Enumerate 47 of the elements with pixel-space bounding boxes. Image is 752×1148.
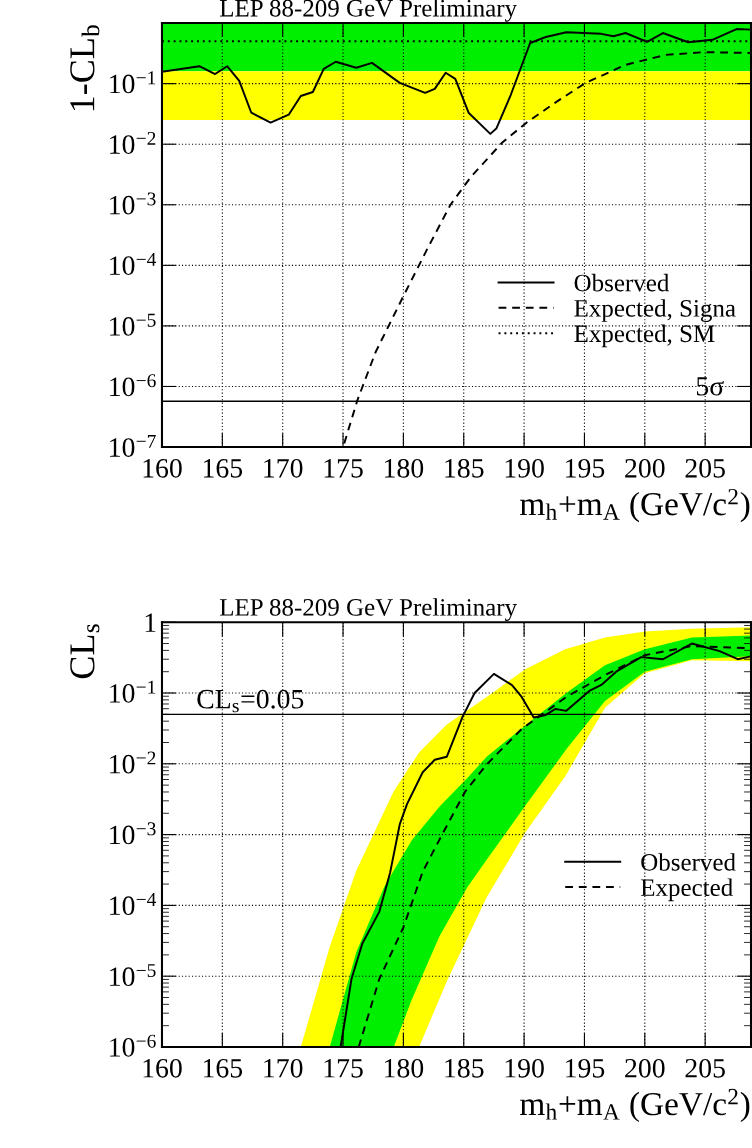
y-tick-label: 10$^{−1}$: [110, 680, 156, 703]
x-tick-label: 165: [203, 1058, 243, 1078]
x-tick-label: 195: [566, 1058, 605, 1078]
x-tick-label: 180: [385, 458, 424, 478]
x-tick-label: 175: [324, 459, 363, 478]
ref-line-label: 5σ: [696, 377, 724, 396]
x-tick-label: 175: [324, 1059, 363, 1078]
x-tick-label: 205: [685, 458, 725, 478]
y-axis-title: CL$_{s}$: [70, 624, 100, 679]
x-tick-label: 195: [566, 459, 605, 478]
legend-label: Observed: [574, 273, 670, 292]
x-tick-label: 190: [505, 458, 544, 478]
x-tick-label: 185: [445, 458, 484, 478]
x-tick-label: 200: [625, 458, 665, 478]
x-tick-label: 185: [445, 1058, 484, 1078]
x-tick-label: 200: [625, 1058, 665, 1078]
x-tick-label: 205: [685, 1058, 725, 1078]
y-tick-label: 10$^{−6}$: [110, 1034, 156, 1057]
legend-label: Expected, SM: [574, 324, 715, 348]
y-tick-label: 10$^{−2}$: [110, 751, 156, 774]
legend-label: Expected, Signa: [574, 299, 736, 322]
x-tick-label: 190: [505, 1058, 544, 1078]
y-tick-label: 10$^{−5}$: [110, 313, 156, 336]
y-tick-label: 10$^{−5}$: [110, 964, 156, 987]
x-tick-label: 180: [385, 1058, 424, 1078]
ref-line-label: CL$_{s}$=0.05: [197, 689, 304, 713]
x-tick-label: 160: [143, 1058, 182, 1078]
chart-title: LEP 88-209 GeV Preliminary: [219, 598, 517, 621]
y-tick-label: 10$^{−4}$: [110, 893, 157, 916]
x-axis-title: m$_{h}$+m$_{A}$ (GeV/c$^{2}$): [520, 1088, 750, 1123]
y-tick-label: 10$^{−6}$: [110, 374, 156, 397]
y-tick-label: 10$^{−3}$: [110, 192, 156, 215]
y-tick-label: 10$^{−1}$: [110, 71, 156, 94]
y-tick-label: 10$^{−3}$: [110, 822, 156, 845]
x-tick-label: 160: [143, 458, 182, 478]
chart-title: LEP 88-209 GeV Preliminary: [219, 0, 517, 22]
y-tick-label: 1: [145, 613, 156, 632]
x-tick-label: 170: [264, 458, 303, 478]
y-axis-title: 1-CL$_{b}$: [70, 25, 100, 111]
y-tick-label: 10$^{−2}$: [110, 131, 156, 154]
y-tick-label: 10$^{−4}$: [110, 253, 157, 276]
legend-label: Expected: [640, 878, 733, 902]
x-axis-title: m$_{h}$+m$_{A}$ (GeV/c$^{2}$): [520, 488, 750, 523]
x-tick-label: 165: [203, 459, 243, 478]
x-tick-label: 170: [264, 1058, 303, 1078]
legend-label: Observed: [641, 853, 736, 871]
y-tick-label: 10$^{−7}$: [110, 435, 156, 457]
